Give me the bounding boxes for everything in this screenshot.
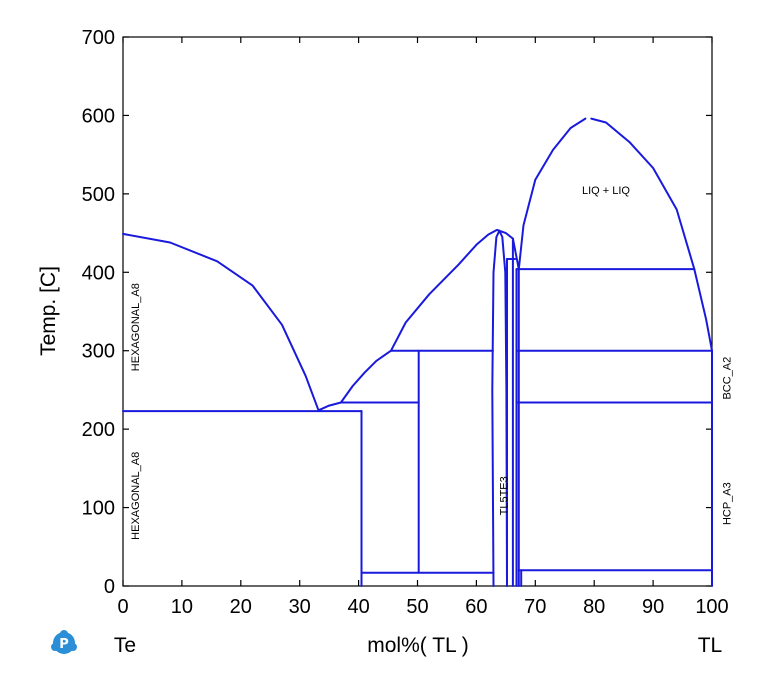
x-tick-label: 90 (642, 596, 664, 618)
phase-boundary-line (491, 229, 508, 587)
y-tick-label: 700 (82, 27, 115, 49)
x-tick-label: 30 (289, 596, 311, 618)
phase-boundary-line (590, 117, 713, 352)
y-tick-label: 400 (82, 262, 115, 284)
y-tick-label: 0 (104, 576, 115, 598)
y-tick-label: 100 (82, 498, 115, 520)
y-axis-title: Temp. [C] (37, 266, 60, 356)
x-tick-labels: 0 10 20 30 40 50 60 70 80 90 100 (117, 596, 728, 618)
x-tick-label: 80 (583, 596, 605, 618)
x-tick-label: 50 (406, 596, 428, 618)
y-tick-labels: 0 100 200 300 400 500 600 700 (82, 27, 115, 598)
x-axis-title: mol%( TL ) (367, 634, 469, 657)
phase-boundary-line (317, 349, 392, 412)
plot-frame (122, 36, 713, 587)
region-label: BCC_A2 (722, 357, 734, 400)
x-tick-label: 10 (171, 596, 193, 618)
region-label: HCP_A3 (722, 482, 734, 525)
component-right-label: TL (698, 634, 723, 657)
x-tick-label: 40 (347, 596, 369, 618)
axis-ticks (122, 36, 713, 587)
region-labels: HEXAGONAL_A8 HEXAGONAL_A8 LIQ + LIQ TL5TE3 B… (130, 185, 734, 540)
phase-boundary-line (517, 117, 587, 271)
y-tick-label: 600 (82, 105, 115, 127)
region-label: HEXAGONAL_A8 (130, 283, 142, 371)
x-tick-label: 20 (230, 596, 252, 618)
phase-boundary-line (122, 232, 320, 412)
component-left-label: Te (114, 634, 136, 657)
logo-icon: P (51, 630, 77, 654)
x-tick-label: 70 (524, 596, 546, 618)
y-tick-label: 200 (82, 419, 115, 441)
y-tick-label: 300 (82, 341, 115, 363)
region-label: LIQ + LIQ (582, 185, 630, 197)
svg-text:P: P (59, 637, 69, 652)
phase-boundaries (122, 117, 713, 587)
y-tick-label: 500 (82, 184, 115, 206)
phase-boundary-line (390, 228, 514, 352)
x-tick-label: 100 (695, 596, 728, 618)
x-tick-label: 0 (117, 596, 128, 618)
region-label: TL5TE3 (498, 476, 510, 515)
x-tick-label: 60 (465, 596, 487, 618)
region-label: HEXAGONAL_A8 (130, 452, 142, 540)
